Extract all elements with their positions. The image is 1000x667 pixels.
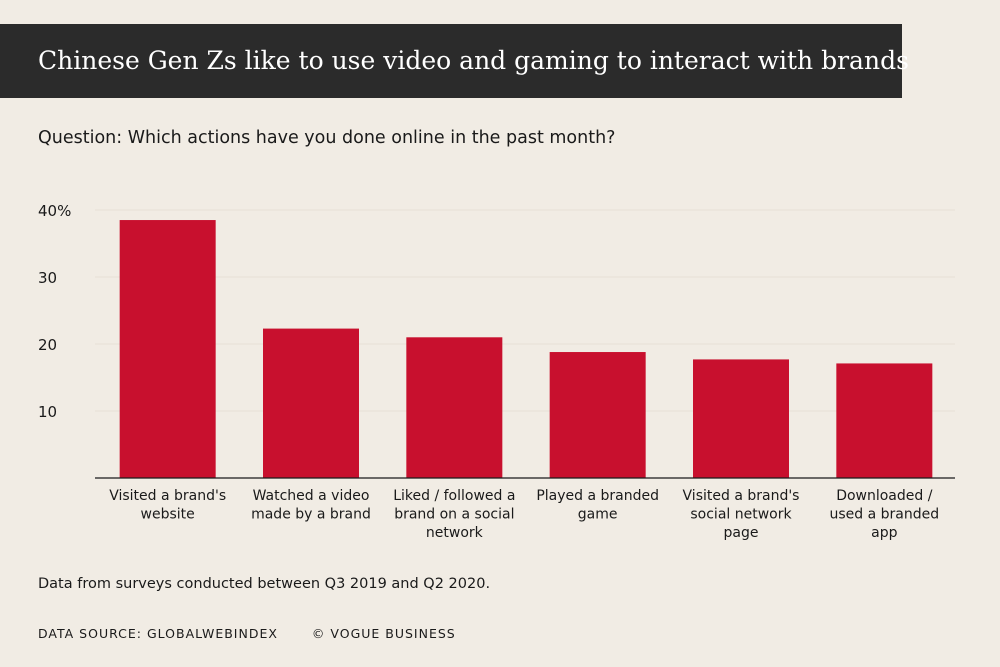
x-tick-label: Watched a video made by a brand — [251, 488, 371, 523]
copyright-credit: © VOGUE BUSINESS — [311, 626, 456, 641]
chart-title: Chinese Gen Zs like to use video and gam… — [38, 46, 909, 75]
y-tick-label: 40% — [38, 202, 71, 220]
x-axis-labels: Visited a brand's website Watched a video m… — [109, 488, 939, 541]
x-tick-label: Downloaded / used a branded app — [830, 488, 940, 541]
y-axis-ticks: 10 20 30 40% — [38, 202, 71, 421]
bar — [836, 363, 933, 478]
y-tick-label: 20 — [38, 336, 57, 354]
bar — [549, 352, 646, 478]
data-note: Data from surveys conducted between Q3 2… — [38, 576, 491, 592]
x-tick-label: Visited a brand's social network page — [683, 488, 800, 541]
x-tick-label: Played a branded game — [536, 488, 659, 523]
grid-lines — [95, 209, 955, 412]
bar — [406, 337, 503, 478]
data-source: DATA SOURCE: GLOBALWEBINDEX — [38, 626, 278, 641]
y-tick-label: 30 — [38, 269, 57, 287]
bar — [119, 220, 216, 479]
x-tick-label: Liked / followed a brand on a social netwo… — [393, 488, 515, 541]
bars — [119, 220, 933, 479]
bar — [693, 359, 789, 478]
bar — [263, 328, 359, 478]
x-tick-label: Visited a brand's website — [109, 488, 226, 523]
title-bar: Chinese Gen Zs like to use video and gam… — [0, 24, 909, 98]
footer: DATA SOURCE: GLOBALWEBINDEX © VOGUE BUSIN… — [38, 626, 456, 641]
y-tick-label: 10 — [38, 403, 57, 421]
chart-subtitle: Question: Which actions have you done on… — [38, 128, 616, 148]
